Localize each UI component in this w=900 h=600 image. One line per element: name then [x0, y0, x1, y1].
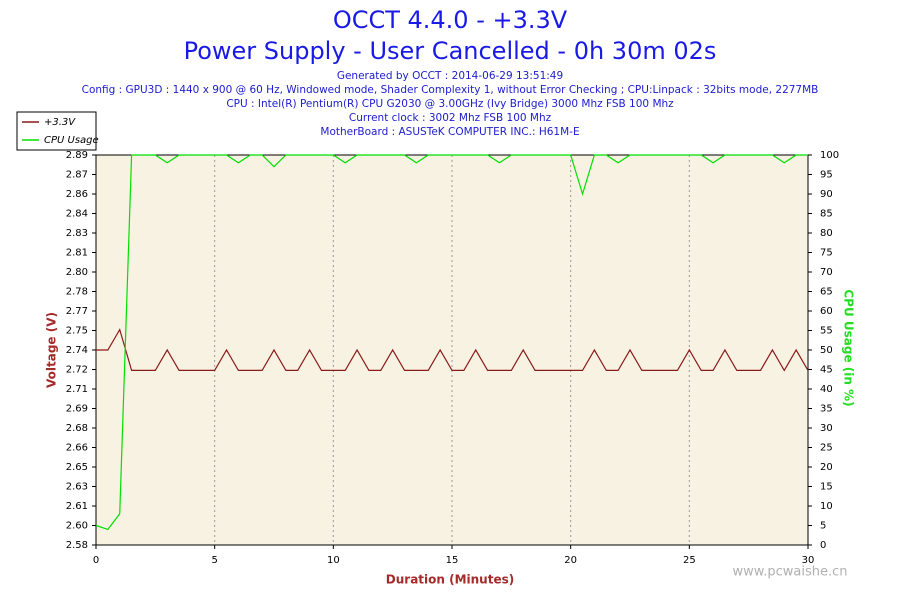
y2-tick-label: 80: [820, 228, 833, 239]
y2-tick-label: 10: [820, 501, 833, 512]
y2-tick-label: 5: [820, 521, 826, 532]
series-line: [96, 328, 809, 372]
y2-tick-label: 60: [820, 306, 833, 317]
y2-tick-label: 40: [820, 384, 833, 395]
y2-tick-label: 45: [820, 365, 833, 376]
y2-tick-label: 90: [820, 189, 833, 200]
x-tick-label: 30: [802, 555, 815, 566]
y2-tick-label: 75: [820, 248, 833, 259]
y-tick-label: 2.69: [66, 404, 88, 415]
x-tick-label: 20: [564, 555, 577, 566]
y-tick-label: 2.72: [66, 365, 88, 376]
watermark: www.pcwaishe.cn: [733, 565, 848, 580]
y-tick-label: 2.87: [66, 170, 88, 181]
y2-tick-label: 35: [820, 404, 833, 415]
y2-tick-label: 15: [820, 482, 833, 493]
series-line: [95, 154, 808, 531]
y2-tick-label: 100: [820, 150, 839, 161]
y-tick-label: 2.86: [66, 189, 88, 200]
y-axis-label: Voltage (V): [45, 312, 59, 388]
y-tick-label: 2.83: [66, 228, 88, 239]
chart-title: OCCT 4.4.0 - +3.3V: [333, 6, 568, 34]
y-tick-label: 2.78: [66, 287, 88, 298]
y2-tick-label: 65: [820, 287, 833, 298]
y2-tick-label: 85: [820, 209, 833, 220]
y-tick-label: 2.77: [66, 306, 88, 317]
y2-tick-label: 55: [820, 326, 833, 337]
x-tick-label: 25: [683, 555, 696, 566]
y2-tick-label: 20: [820, 462, 833, 473]
legend-label: +3.3V: [44, 117, 76, 128]
x-tick-label: 15: [446, 555, 459, 566]
x-tick-label: 0: [93, 555, 99, 566]
x-axis-label: Duration (Minutes): [386, 573, 514, 587]
y-tick-label: 2.65: [66, 462, 88, 473]
y-tick-label: 2.75: [66, 326, 88, 337]
info-line: Generated by OCCT : 2014-06-29 13:51:49: [337, 70, 563, 82]
y-tick-label: 2.89: [66, 150, 88, 161]
y2-tick-label: 95: [820, 170, 833, 181]
info-line: Config : GPU3D : 1440 x 900 @ 60 Hz, Win…: [82, 84, 819, 96]
y-tick-label: 2.60: [66, 521, 88, 532]
legend-label: CPU Usage: [44, 135, 99, 146]
y-tick-label: 2.63: [66, 482, 88, 493]
y-tick-label: 2.81: [66, 248, 88, 259]
y-tick-label: 2.80: [66, 267, 88, 278]
info-line: CPU : Intel(R) Pentium(R) CPU G2030 @ 3.…: [226, 98, 674, 110]
x-tick-label: 5: [211, 555, 217, 566]
y2-tick-label: 25: [820, 443, 833, 454]
y2-axis-label: CPU Usage (in %): [842, 289, 856, 406]
y-tick-label: 2.61: [66, 501, 88, 512]
chart-subtitle: Power Supply - User Cancelled - 0h 30m 0…: [184, 37, 717, 65]
y-tick-label: 2.58: [66, 540, 88, 551]
y2-tick-label: 0: [820, 540, 826, 551]
y2-tick-label: 50: [820, 345, 833, 356]
y2-tick-label: 30: [820, 423, 833, 434]
x-tick-label: 10: [327, 555, 340, 566]
y-tick-label: 2.71: [66, 384, 88, 395]
y-tick-label: 2.74: [66, 345, 88, 356]
info-line: Current clock : 3002 Mhz FSB 100 Mhz: [349, 112, 552, 124]
y-tick-label: 2.68: [66, 423, 88, 434]
y2-tick-label: 70: [820, 267, 833, 278]
y-tick-label: 2.84: [66, 209, 88, 220]
info-line: MotherBoard : ASUSTeK COMPUTER INC.: H61…: [320, 126, 579, 138]
y-tick-label: 2.66: [66, 443, 88, 454]
legend-box: [16, 111, 97, 151]
